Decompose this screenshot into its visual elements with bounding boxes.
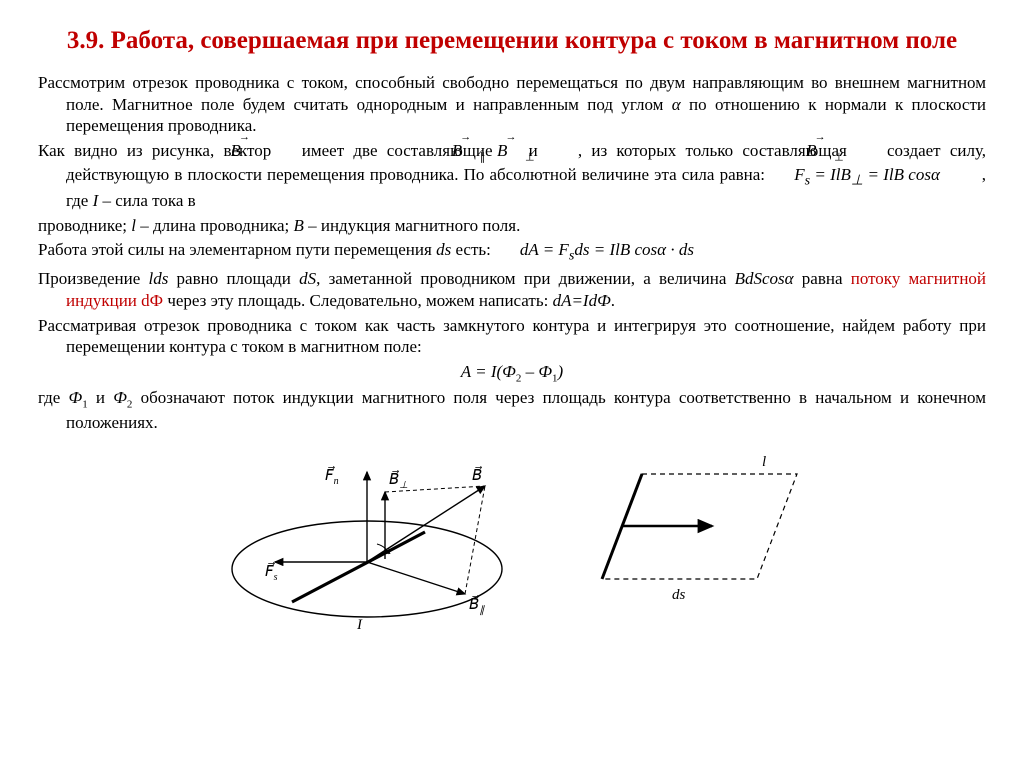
equation-4: A = I(Ф2 – Ф1)	[38, 361, 986, 385]
var-ds-cap: dS	[299, 269, 316, 288]
text: обозначают поток индукции магнитного пол…	[66, 388, 986, 431]
text: есть:	[451, 240, 491, 259]
alpha: α	[672, 95, 681, 114]
text: имеет две составляющие	[302, 141, 502, 160]
text: равна	[794, 269, 851, 288]
equation-2: dA = Fsds = IlB cosα · ds	[542, 239, 700, 265]
paragraph-4: Работа этой силы на элементарном пути пе…	[38, 239, 986, 265]
var-lds: lds	[149, 269, 169, 288]
vector-b: B	[280, 140, 292, 162]
paragraph-3: проводнике; l – длина проводника; B – ин…	[38, 215, 986, 237]
vector-b-perp: B⊥	[547, 140, 569, 164]
text: Как видно из рисунка, вектор	[38, 141, 280, 160]
var-bdscosa: BdScosα	[735, 269, 794, 288]
text: где	[38, 388, 69, 407]
label-b: B⃗	[472, 465, 482, 484]
label-i: I	[356, 617, 363, 633]
paragraph-7: где Ф1 и Ф2 обозначают поток индукции ма…	[38, 387, 986, 433]
label-bpar: B⃗∥	[469, 594, 485, 616]
paragraph-2: Как видно из рисунка, вектор B имеет две…	[38, 140, 986, 212]
equation-1: Fs = IlB⊥ = IlB cosα	[816, 164, 946, 190]
figure-ellipse-vectors: F⃗n B⃗⊥ B⃗ F⃗s B⃗∥ I α	[207, 444, 527, 639]
label-bperp: B⃗⊥	[389, 469, 408, 491]
text: – длина проводника;	[136, 216, 294, 235]
section-title: 3.9. Работа, совершаемая при перемещении…	[38, 24, 986, 58]
label-l: l	[762, 454, 766, 470]
phi-1: Ф1	[69, 388, 88, 407]
text: равно площади	[168, 269, 299, 288]
figures-row: F⃗n B⃗⊥ B⃗ F⃗s B⃗∥ I α l ds	[38, 444, 986, 639]
text: и	[88, 388, 114, 407]
var-b: B	[293, 216, 303, 235]
paragraph-5: Произведение lds равно площади dS, замет…	[38, 268, 986, 312]
figure-parallelogram: l ds	[587, 444, 817, 609]
paragraph-6: Рассматривая отрезок проводника с током …	[38, 315, 986, 359]
label-fs: F⃗s	[265, 561, 278, 583]
text: проводнике;	[38, 216, 131, 235]
text: Произведение	[38, 269, 149, 288]
text: Работа этой силы на элементарном пути пе…	[38, 240, 436, 259]
var-ds: ds	[436, 240, 451, 259]
label-alpha: α	[385, 543, 392, 557]
text: , заметанной проводником при движении, а…	[316, 269, 734, 288]
vector-b-perp-2: B⊥	[856, 140, 878, 164]
phi-2: Ф2	[113, 388, 132, 407]
equation-3: dA=IdФ	[553, 291, 611, 310]
label-ds: ds	[672, 587, 686, 603]
text: – индукция магнитного поля.	[304, 216, 520, 235]
label-fn: F⃗n	[325, 465, 339, 487]
paragraph-1: Рассмотрим отрезок проводника с током, с…	[38, 72, 986, 137]
text: через эту площадь. Следовательно, можем …	[163, 291, 552, 310]
text: – сила тока в	[98, 191, 195, 210]
